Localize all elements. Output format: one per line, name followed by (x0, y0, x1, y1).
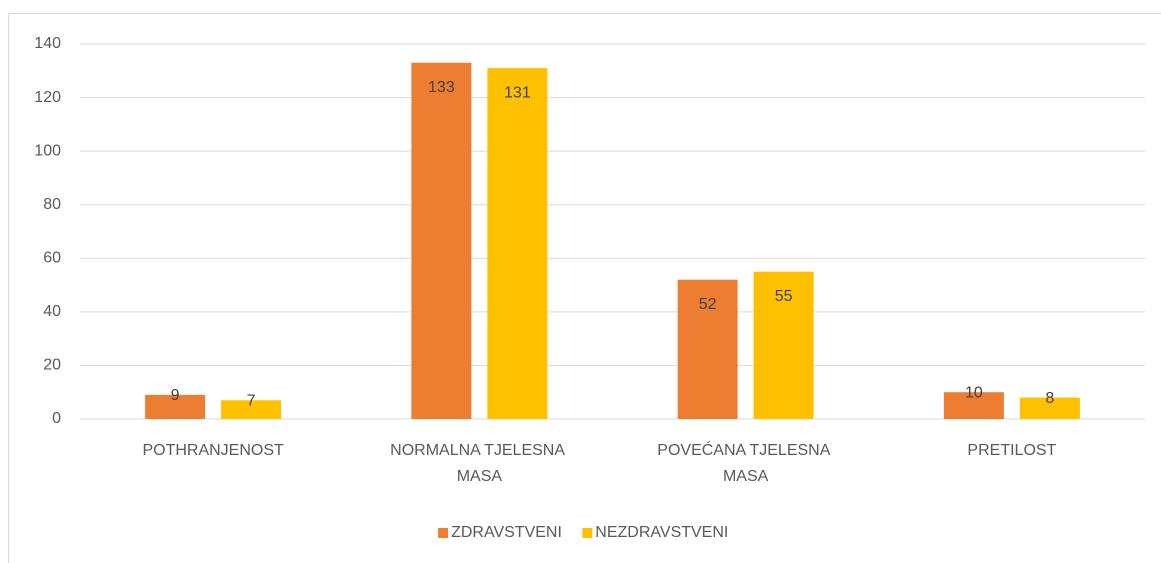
x-tick-label: POVEĆANA TJELESNA MASA (657, 440, 834, 485)
data-label: 52 (699, 296, 717, 313)
y-tick-label: 40 (43, 303, 61, 320)
bar (753, 271, 814, 419)
y-tick-label: 140 (34, 35, 61, 52)
legend-label: NEZDRAVSTVENI (595, 524, 728, 541)
y-tick-label: 20 (43, 357, 61, 374)
legend-swatch (438, 528, 449, 538)
bar (677, 279, 738, 419)
bar (221, 400, 282, 419)
data-label: 131 (504, 84, 531, 101)
y-tick-label: 0 (52, 410, 61, 427)
bar (145, 394, 206, 419)
data-label: 8 (1045, 390, 1054, 407)
chart-frame (8, 13, 1161, 563)
x-tick-label: NORMALNA TJELESNA MASA (390, 442, 568, 485)
bar (943, 392, 1004, 419)
x-tick-label: PRETILOST (967, 442, 1056, 459)
data-label: 10 (965, 384, 983, 401)
y-tick-label: 100 (34, 142, 61, 159)
bar (411, 62, 472, 419)
y-tick-label: 60 (43, 250, 61, 267)
y-tick-label: 120 (34, 89, 61, 106)
legend-label: ZDRAVSTVENI (451, 524, 562, 541)
data-label: 9 (171, 387, 180, 404)
data-label: 55 (775, 288, 793, 305)
bar (1019, 397, 1080, 419)
data-label: 133 (428, 79, 455, 96)
data-label: 7 (247, 392, 256, 409)
x-tick-label: POTHRANJENOST (142, 442, 284, 459)
bar (487, 68, 548, 419)
y-tick-label: 80 (43, 196, 61, 213)
legend-swatch (582, 528, 593, 538)
